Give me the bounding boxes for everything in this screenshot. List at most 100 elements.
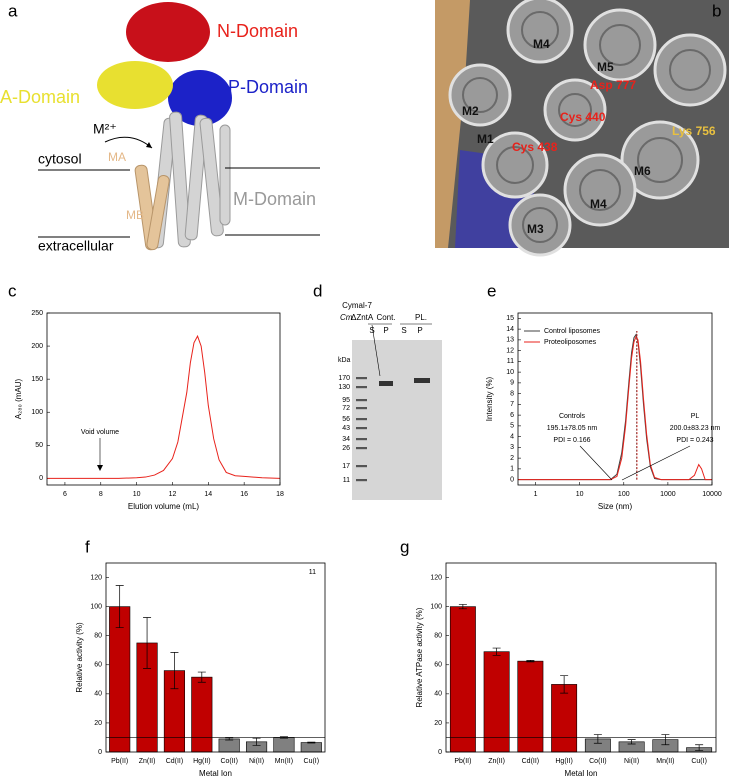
data-line bbox=[518, 333, 712, 481]
plot-frame bbox=[517, 312, 713, 486]
p-domain-shape bbox=[168, 70, 232, 126]
y-tick-label: 20 bbox=[434, 720, 442, 727]
gel-band bbox=[379, 381, 393, 386]
domain-label: A-Domain bbox=[0, 87, 80, 107]
ladder-band bbox=[356, 465, 367, 468]
error-bar bbox=[627, 739, 636, 745]
error-bar bbox=[526, 660, 535, 663]
y-tick-label: 0 bbox=[98, 749, 102, 756]
error-bar bbox=[593, 734, 602, 744]
annotation: PL bbox=[691, 413, 700, 420]
helix-label: Lys 756 bbox=[672, 124, 716, 138]
x-tick-label: Cd(II) bbox=[166, 758, 184, 765]
plot-frame bbox=[445, 562, 717, 753]
panel-label: g bbox=[400, 537, 409, 556]
a-domain-shape bbox=[97, 61, 173, 109]
annotation-arrow bbox=[621, 445, 691, 481]
y-tick-label: 120 bbox=[90, 574, 102, 581]
helix-label: Asp 777 bbox=[590, 78, 636, 92]
ladder-band bbox=[356, 399, 367, 402]
x-tick-label: 10000 bbox=[702, 491, 722, 498]
ladder-label: 170 bbox=[338, 375, 350, 382]
y-tick-label: 5 bbox=[510, 423, 514, 430]
bar bbox=[273, 737, 295, 753]
ladder-label: 95 bbox=[342, 397, 350, 404]
bar bbox=[300, 742, 322, 753]
x-tick-label: 100 bbox=[618, 491, 630, 498]
x-tick-label: Ni(II) bbox=[624, 758, 639, 765]
lane-label: S bbox=[369, 326, 374, 335]
annotation: Controls bbox=[559, 413, 586, 420]
annotation-arrow bbox=[579, 445, 613, 481]
helix-label: M1 bbox=[477, 132, 494, 146]
gel-arrow bbox=[371, 324, 381, 377]
y-tick-label: 14 bbox=[506, 326, 514, 333]
x-tick-label: Ni(II) bbox=[249, 758, 264, 765]
y-tick-label: 80 bbox=[434, 633, 442, 640]
x-tick-label: Cu(I) bbox=[691, 758, 707, 765]
ladder-label: 17 bbox=[342, 463, 350, 470]
annotation: 195.1±78.05 nm bbox=[547, 425, 598, 432]
data-line bbox=[518, 335, 712, 481]
annotation: PDI = 0.243 bbox=[676, 437, 713, 444]
annotation: 11 bbox=[309, 569, 316, 576]
helix-label: M3 bbox=[527, 222, 544, 236]
lane-label: P bbox=[383, 326, 388, 335]
x-tick-label: 12 bbox=[169, 491, 177, 498]
error-bar bbox=[197, 671, 206, 683]
y-axis-label: A₂₈₀ (mAU) bbox=[14, 378, 23, 419]
bar bbox=[218, 738, 240, 753]
y-tick-label: 15 bbox=[506, 315, 514, 322]
x-tick-label: 10 bbox=[576, 491, 584, 498]
error-bar bbox=[170, 652, 179, 690]
x-tick-label: Zn(II) bbox=[488, 758, 505, 765]
annotation: 200.0±83.23 nm bbox=[670, 425, 721, 432]
y-tick-label: 10 bbox=[506, 369, 514, 376]
panel-a: a N-Domain P-Domain A-Domain M²⁺ cytosol… bbox=[0, 1, 320, 254]
y-tick-label: 1 bbox=[510, 466, 514, 473]
y-tick-label: 11 bbox=[507, 358, 514, 365]
x-tick-label: Cd(II) bbox=[522, 758, 540, 765]
x-tick-label: Co(II) bbox=[589, 758, 607, 765]
error-bar bbox=[560, 675, 569, 694]
ladder-band bbox=[356, 377, 367, 380]
ladder-label: 11 bbox=[343, 477, 350, 484]
x-axis-label: Elution volume (mL) bbox=[128, 502, 199, 511]
x-tick-label: Zn(II) bbox=[139, 758, 156, 765]
gel-unit: kDa bbox=[338, 357, 351, 364]
helix-label: Cys 438 bbox=[512, 140, 558, 154]
ladder-band bbox=[356, 447, 367, 450]
y-tick-label: 40 bbox=[94, 691, 102, 698]
helix-label: Cys 440 bbox=[560, 110, 606, 124]
error-bar bbox=[695, 744, 704, 751]
plot-frame bbox=[46, 312, 281, 486]
helix-label: M6 bbox=[634, 164, 651, 178]
panel-label: e bbox=[487, 281, 496, 300]
ladder-label: 43 bbox=[342, 425, 350, 432]
x-tick-label: 8 bbox=[99, 491, 103, 498]
x-axis-label: Size (nm) bbox=[598, 502, 633, 511]
x-tick-label: 18 bbox=[276, 491, 284, 498]
panel-label: f bbox=[85, 537, 90, 556]
y-tick-label: 6 bbox=[510, 412, 514, 419]
data-line bbox=[47, 334, 281, 479]
domain-label: N-Domain bbox=[217, 21, 298, 41]
y-tick-label: 13 bbox=[506, 337, 514, 344]
y-tick-label: 12 bbox=[506, 347, 514, 354]
region-label: cytosol bbox=[38, 151, 82, 167]
ladder-label: 72 bbox=[342, 405, 350, 412]
annotation: Void volume bbox=[81, 429, 119, 436]
bar bbox=[483, 651, 510, 753]
y-axis-label: Relative ATPase activity (%) bbox=[415, 607, 424, 707]
helix-label: M4 bbox=[590, 197, 607, 211]
legend-label: Proteoliposomes bbox=[544, 339, 597, 346]
ladder-label: 56 bbox=[342, 416, 350, 423]
y-tick-label: 0 bbox=[510, 476, 514, 483]
legend-label: Control liposomes bbox=[544, 328, 601, 335]
helix-label: MB bbox=[126, 208, 144, 222]
y-tick-label: 9 bbox=[510, 380, 514, 387]
bar bbox=[517, 660, 544, 753]
x-tick-label: Co(II) bbox=[220, 758, 238, 765]
x-tick-label: 14 bbox=[204, 491, 212, 498]
arrow-head bbox=[97, 465, 103, 471]
